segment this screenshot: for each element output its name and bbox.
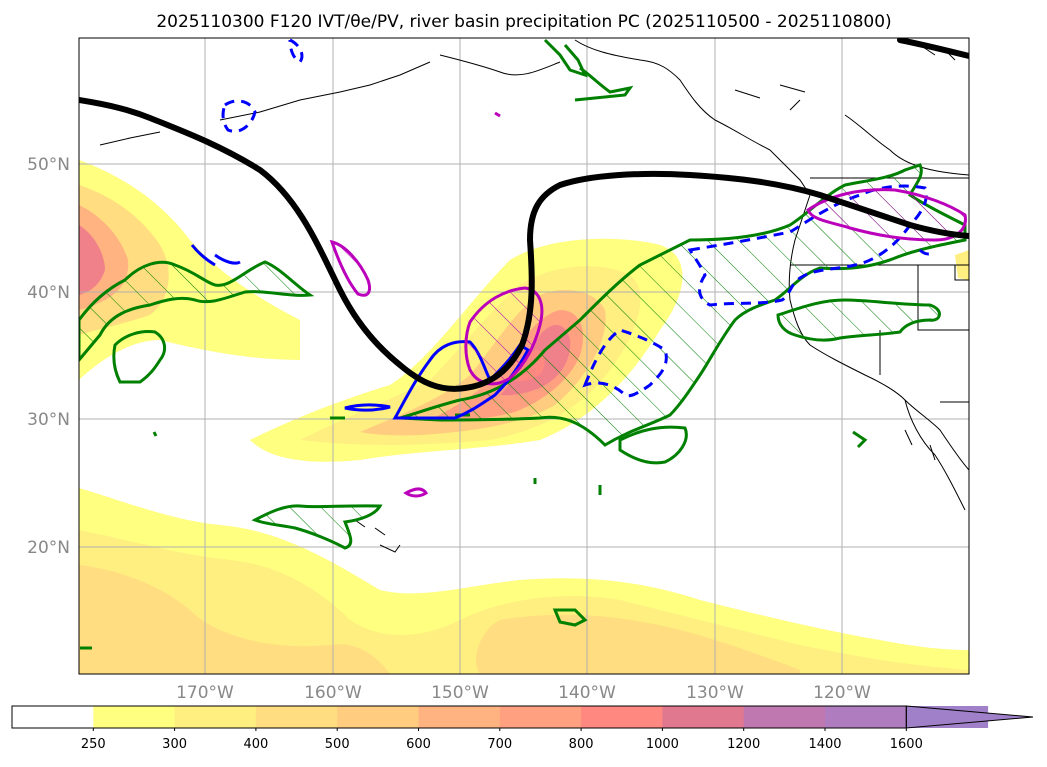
colorbar-segment [743,706,826,728]
colorbar-segment [12,706,94,728]
colorbar-segment [93,706,176,728]
colorbar-tick-label: 400 [243,737,268,752]
colorbar-segment [255,706,338,728]
colorbar-segment [499,706,582,728]
colorbar-outline [11,705,907,729]
lon-label-160w: 160°W [304,683,362,703]
lon-label-150w: 150°W [431,683,489,703]
colorbar-tick-label: 1000 [646,737,679,752]
green-contours [79,38,967,650]
colorbar-tick-label: 800 [569,737,594,752]
colorbar-segment [337,706,419,728]
map-frame [78,37,970,675]
lon-label-120w: 120°W [813,683,871,703]
map-area [79,38,969,674]
colorbar: 250 300 400 500 600 700 800 1000 1200 1400 1600 [11,705,1034,752]
lat-label-40: 40°N [27,283,70,303]
lon-labels: 170°W 160°W 150°W 140°W 130°W 120°W [176,683,871,703]
colorbar-tick-label: 1400 [808,737,841,752]
colorbar-segment [418,706,501,728]
colorbar-segment [581,706,663,728]
lon-label-130w: 130°W [686,683,744,703]
colorbar-segment [174,706,257,728]
pv-contour [79,38,969,392]
lat-label-30: 30°N [27,410,70,430]
colorbar-segment [662,706,745,728]
figure-title: 2025110300 F120 IVT/θe/PV, river basin p… [156,12,891,32]
colorbar-tick-label: 600 [406,737,431,752]
colorbar-tick-label: 300 [162,737,187,752]
lat-label-20: 20°N [27,538,70,558]
colorbar-tick-label: 250 [81,737,106,752]
lon-label-170w: 170°W [176,683,234,703]
colorbar-tick-label: 1200 [727,737,760,752]
colorbar-segment [825,706,907,728]
lon-label-140w: 140°W [558,683,616,703]
colorbar-tick-label: 500 [325,737,350,752]
colorbar-tick-label: 700 [487,737,512,752]
lat-labels: 50°N 40°N 30°N 20°N [27,155,70,558]
colorbar-tick-label: 1600 [890,737,923,752]
lat-label-50: 50°N [27,155,70,175]
